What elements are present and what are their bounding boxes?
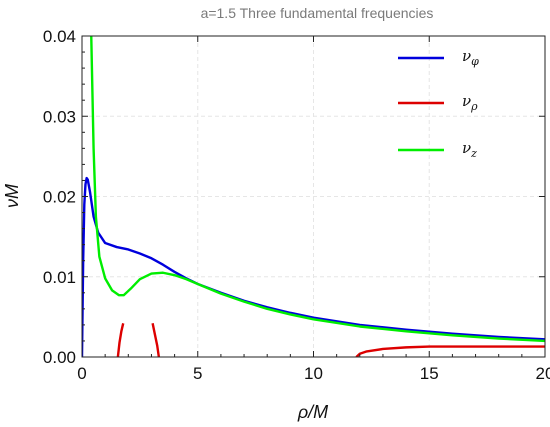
x-tick-label: 10 <box>304 364 323 383</box>
series-line-nu-z <box>90 36 545 343</box>
x-tick-label: 20 <box>536 364 550 383</box>
y-tick-label: 0.01 <box>43 268 76 287</box>
y-tick-label: 0.03 <box>43 107 76 126</box>
legend-label: νz <box>462 139 477 160</box>
y-tick-label: 0.04 <box>43 27 76 46</box>
y-axis-label: νM <box>2 184 22 208</box>
x-tick-label: 15 <box>420 364 439 383</box>
grid <box>82 36 545 357</box>
series-line-nu-rho-segment <box>151 323 161 357</box>
legend-label: νρ <box>462 92 478 113</box>
series-line-nu-rho-segment <box>116 323 125 357</box>
series-line-nu-phi <box>82 176 545 357</box>
legend-label-subscript: ρ <box>470 100 478 113</box>
y-tick-label: 0.02 <box>43 188 76 207</box>
legend: νφ νρ νz <box>398 47 479 160</box>
legend-label-subscript: φ <box>471 55 479 68</box>
ticks: 0 5 10 15 20 0.00 0.01 0.02 0.03 0.04 <box>43 27 550 383</box>
legend-label: νφ <box>462 47 479 68</box>
x-tick-label: 5 <box>193 364 202 383</box>
series-layer <box>82 36 545 357</box>
y-tick-label: 0.00 <box>43 348 76 367</box>
legend-label-subscript: z <box>470 147 477 160</box>
chart-title: a=1.5 Three fundamental frequencies <box>201 5 434 21</box>
x-tick-label: 0 <box>77 364 86 383</box>
series-line-nu-rho-segment <box>355 345 545 357</box>
x-axis-label: ρ/M <box>297 402 328 422</box>
